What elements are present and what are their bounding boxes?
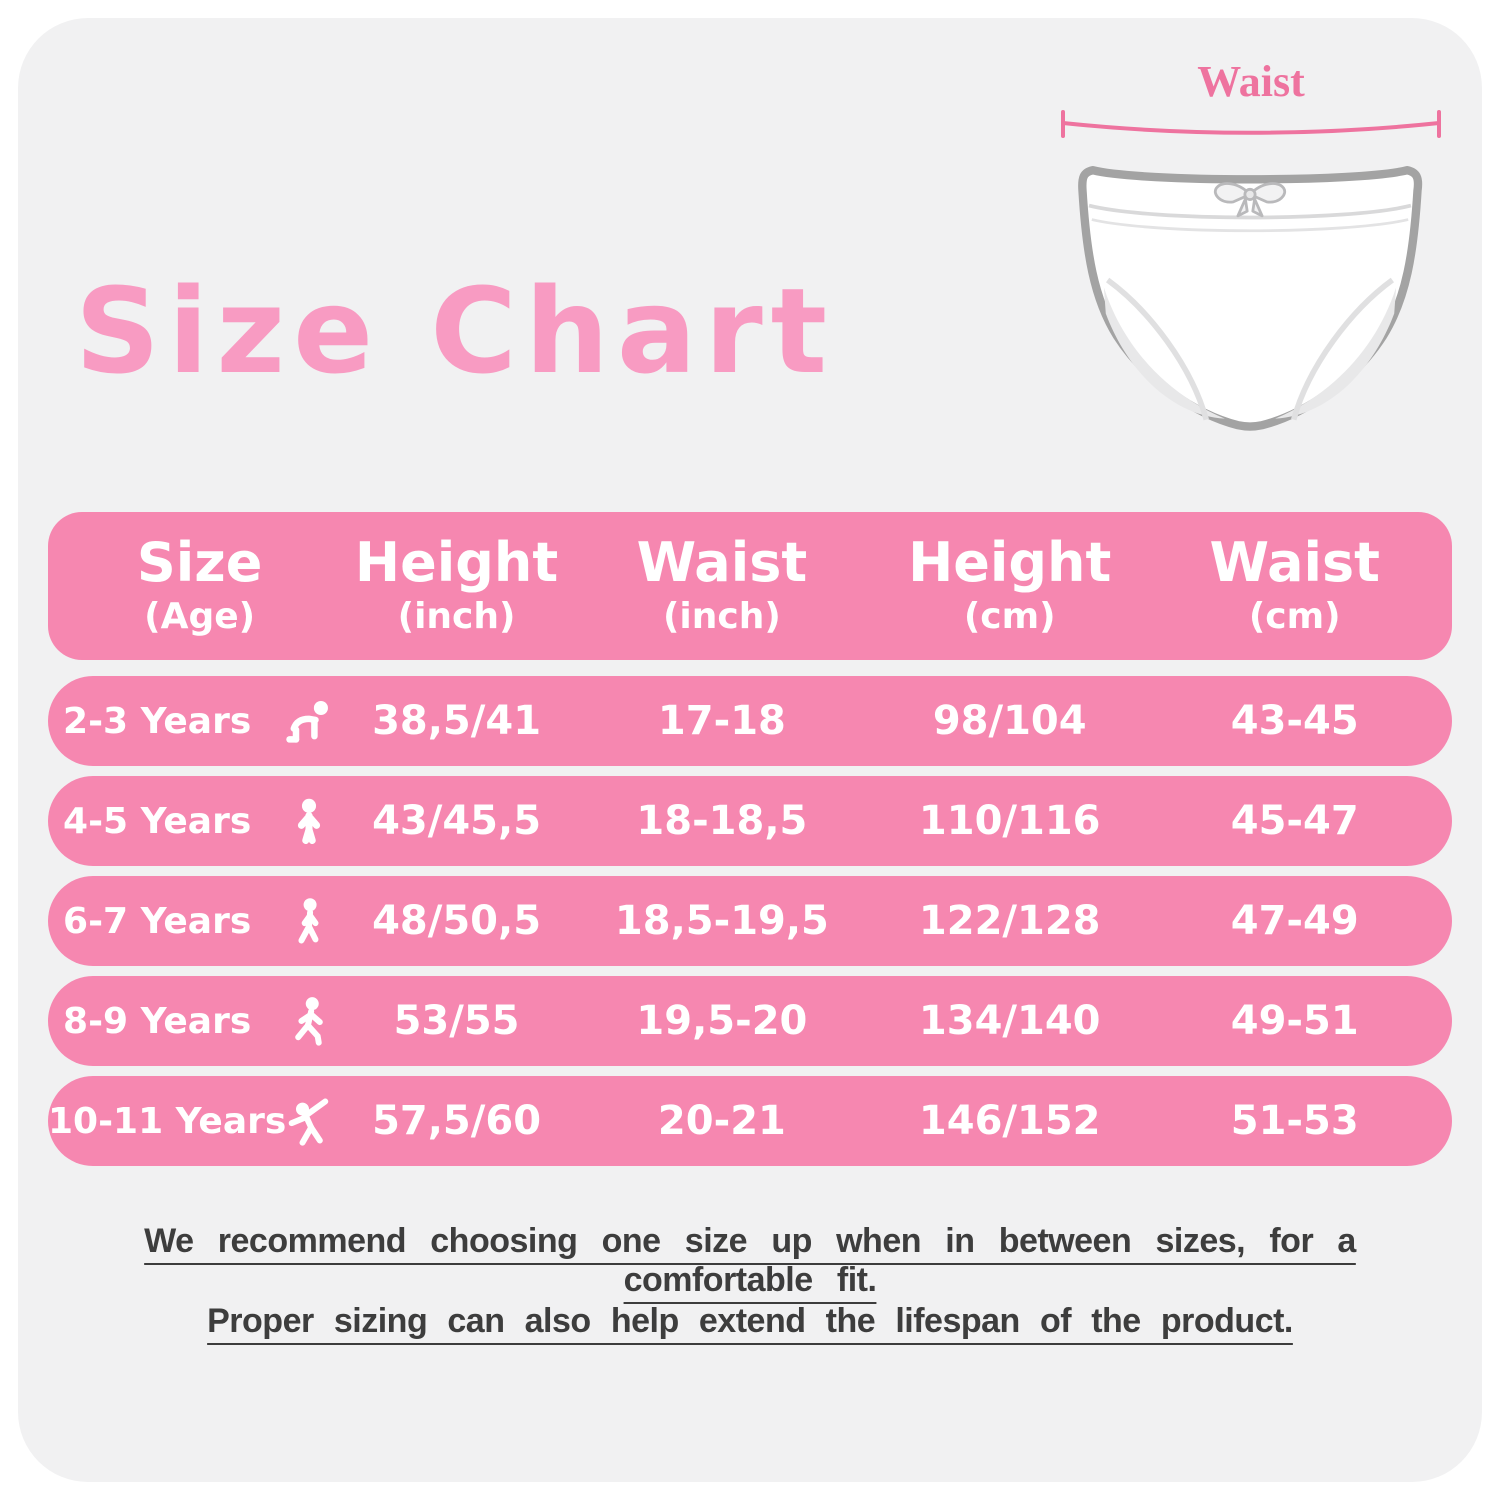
header-cell-waist-cm: Waist (cm) xyxy=(1137,535,1451,636)
waist-cm-value: 45-47 xyxy=(1230,798,1359,844)
table-row: 2-3 Years 38,5/41 17-18 98/104 43-45 xyxy=(48,676,1452,766)
waist-inch-value: 19,5-20 xyxy=(636,998,808,1044)
waist-inch-value: 18-18,5 xyxy=(636,798,808,844)
age-label: 4-5 Years xyxy=(63,800,252,842)
waist-cm-value: 49-51 xyxy=(1230,998,1359,1044)
bow-icon xyxy=(1213,182,1287,218)
header-label: Waist xyxy=(636,531,808,595)
underwear-illustration: Waist xyxy=(1056,56,1446,460)
note-lifespan: Proper sizing can also help extend the l… xyxy=(207,1302,1293,1340)
height-inch-value: 38,5/41 xyxy=(372,698,542,744)
crawling-baby-icon xyxy=(266,695,351,747)
table-header: Size (Age) Height (inch) Waist (inch) He… xyxy=(48,512,1452,660)
header-label: Height xyxy=(354,531,559,595)
age-cell: 10-11 Years xyxy=(48,1095,351,1147)
standing-toddler-icon xyxy=(266,795,351,847)
table-row: 4-5 Years 43/45,5 18-18,5 110/116 45-47 xyxy=(48,776,1452,866)
height-cm-value: 146/152 xyxy=(918,1098,1101,1144)
header-sublabel: (inch) xyxy=(397,595,516,637)
header-cell-height-inch: Height (inch) xyxy=(351,535,562,636)
age-label: 10-11 Years xyxy=(48,1100,287,1142)
header-sublabel: (inch) xyxy=(662,595,781,637)
height-inch-value: 57,5/60 xyxy=(372,1098,542,1144)
age-label: 8-9 Years xyxy=(63,1000,252,1042)
header-cell-height-cm: Height (cm) xyxy=(882,535,1138,636)
header-sublabel: (cm) xyxy=(963,595,1056,637)
header-sublabel: (cm) xyxy=(1248,595,1341,637)
height-cm-value: 134/140 xyxy=(918,998,1101,1044)
height-inch-value: 48/50,5 xyxy=(372,898,542,944)
walking-child-icon xyxy=(266,895,351,947)
header-cell-waist-inch: Waist (inch) xyxy=(562,535,882,636)
waist-inch-value: 18,5-19,5 xyxy=(614,898,829,944)
waist-cm-value: 47-49 xyxy=(1230,898,1359,944)
waist-cm-value: 51-53 xyxy=(1230,1098,1359,1144)
header-label: Waist xyxy=(1209,531,1380,595)
age-cell: 2-3 Years xyxy=(48,695,351,747)
waist-inch-value: 17-18 xyxy=(657,698,786,744)
header-label: Size xyxy=(136,531,263,595)
age-cell: 8-9 Years xyxy=(48,995,351,1047)
dancing-child-icon xyxy=(266,1095,351,1147)
note-size-up: We recommend choosing one size up when i… xyxy=(144,1222,1356,1299)
age-label: 2-3 Years xyxy=(63,700,252,742)
header-sublabel: (Age) xyxy=(144,595,256,637)
height-inch-value: 53/55 xyxy=(393,998,520,1044)
waist-measure-line xyxy=(1061,110,1441,138)
waist-inch-value: 20-21 xyxy=(657,1098,786,1144)
header-label: Height xyxy=(908,531,1112,595)
header-cell-size: Size (Age) xyxy=(48,535,351,636)
size-table: Size (Age) Height (inch) Waist (inch) He… xyxy=(48,512,1452,1176)
height-cm-value: 98/104 xyxy=(932,698,1087,744)
page-title: Size Chart xyxy=(75,262,836,400)
height-cm-value: 110/116 xyxy=(918,798,1101,844)
age-cell: 4-5 Years xyxy=(48,795,351,847)
table-row: 10-11 Years 57,5/60 20-21 146/152 51-53 xyxy=(48,1076,1452,1166)
running-child-icon xyxy=(266,995,351,1047)
table-row: 8-9 Years 53/55 19,5-20 134/140 49-51 xyxy=(48,976,1452,1066)
waist-cm-value: 43-45 xyxy=(1230,698,1359,744)
height-cm-value: 122/128 xyxy=(918,898,1101,944)
height-inch-value: 43/45,5 xyxy=(372,798,542,844)
age-label: 6-7 Years xyxy=(63,900,252,942)
briefs-graphic xyxy=(1078,166,1423,431)
table-row: 6-7 Years 48/50,5 18,5-19,5 122/128 47-4… xyxy=(48,876,1452,966)
waist-label: Waist xyxy=(1197,57,1305,106)
age-cell: 6-7 Years xyxy=(48,895,351,947)
